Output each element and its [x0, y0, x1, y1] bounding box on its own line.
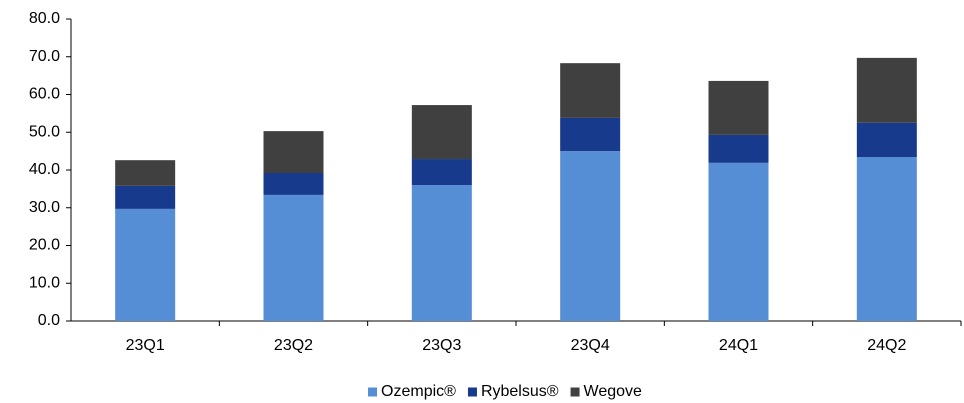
y-tick-label: 60.0 — [29, 86, 60, 103]
legend-label: Ozempic® — [381, 383, 456, 400]
y-tick-label: 30.0 — [29, 199, 60, 216]
bar-segment — [263, 173, 324, 195]
bar-segment — [115, 208, 176, 321]
y-tick-label: 40.0 — [29, 161, 60, 178]
bar-segment — [708, 162, 769, 321]
bar-segment — [708, 80, 769, 135]
legend-swatch — [467, 387, 477, 397]
bar-segment — [560, 63, 621, 118]
y-tick-label: 70.0 — [29, 48, 60, 65]
bar-segment — [115, 185, 176, 209]
bar-segment — [263, 194, 324, 321]
x-tick-label: 23Q2 — [274, 337, 313, 354]
y-tick-label: 10.0 — [29, 274, 60, 291]
bar-segment — [856, 122, 917, 158]
y-tick-label: 50.0 — [29, 123, 60, 140]
bar-segment — [115, 160, 176, 186]
bar-segment — [708, 134, 769, 163]
bar-segment — [856, 157, 917, 321]
bar-segment — [411, 185, 472, 321]
legend-swatch — [368, 387, 378, 397]
y-tick-label: 0.0 — [38, 312, 60, 329]
legend-label: Rybelsus® — [481, 383, 559, 400]
x-tick-label: 24Q2 — [867, 337, 906, 354]
y-tick-label: 80.0 — [29, 10, 60, 27]
x-tick-label: 23Q1 — [126, 337, 165, 354]
x-tick-label: 23Q4 — [571, 337, 610, 354]
x-tick-label: 24Q1 — [719, 337, 758, 354]
y-tick-label: 20.0 — [29, 237, 60, 254]
x-tick-label: 23Q3 — [422, 337, 461, 354]
bar-segment — [411, 105, 472, 160]
legend-label: Wegove — [584, 383, 643, 400]
bar-segment — [411, 159, 472, 186]
bar-segment — [560, 117, 621, 152]
bar-segment — [856, 57, 917, 123]
legend-swatch — [570, 387, 580, 397]
bar-segment — [560, 151, 621, 321]
bar-segment — [263, 131, 324, 174]
